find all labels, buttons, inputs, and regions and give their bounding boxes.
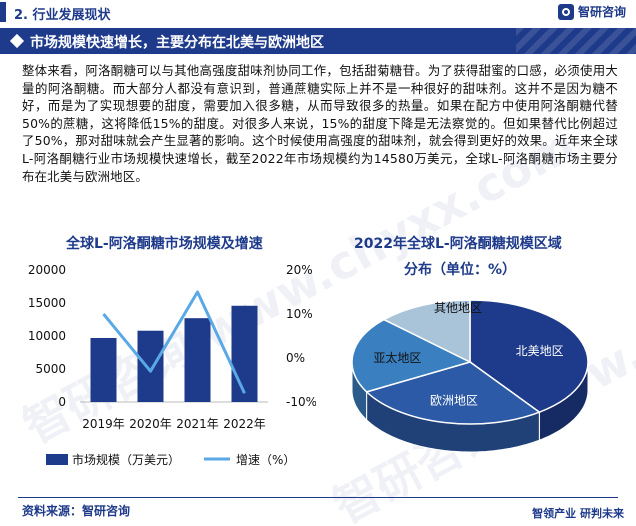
logo-icon [557, 3, 574, 20]
x-tick-label: 2022年 [223, 417, 266, 431]
legend-bar-label: 市场规模（万美元） [72, 452, 180, 467]
legend-bar-swatch [46, 454, 68, 465]
y-left-tick-label: 15000 [28, 296, 66, 310]
pie-slice [469, 299, 589, 414]
bar [90, 337, 117, 402]
pie-chart-title: 2022年全球L-阿洛酮糖规模区域 [354, 236, 562, 252]
y-right-tick-label: 20% [286, 263, 313, 277]
x-tick-label: 2020年 [129, 417, 172, 431]
banner-decoration [516, 28, 636, 54]
bar [231, 305, 258, 402]
pie-label: 欧洲地区 [430, 394, 478, 408]
pie-slice [351, 318, 473, 393]
x-tick-label: 2021年 [176, 417, 219, 431]
pie-slice [365, 361, 541, 425]
logo-text: 智研咨询 [577, 5, 626, 19]
legend-line-label: 增速（%） [236, 453, 295, 467]
x-tick-label: 2019年 [82, 417, 125, 431]
section-title: 2. 行业发展现状 [14, 8, 111, 23]
footer-slogan: 智领产业 研判未来 [532, 507, 624, 520]
y-left-tick-label: 5000 [35, 362, 66, 376]
pie-label: 北美地区 [516, 344, 564, 358]
bar [184, 318, 211, 402]
banner-title: 市场规模快速增长，主要分布在北美与欧洲地区 [30, 35, 324, 51]
footer-divider [18, 497, 618, 498]
bar [137, 330, 164, 402]
top-bar: 2. 行业发展现状 智研咨询 [0, 0, 636, 24]
body-paragraph: 整体来看，阿洛酮糖可以与其他高强度甜味剂协同工作，包括甜菊糖苷。为了获得甜蜜的口… [22, 63, 618, 184]
y-left-tick-label: 20000 [28, 263, 66, 277]
bar-line-chart: 0 5000 10000 15000 20000 -10% 0% 10% 20% 2019年 202… [28, 263, 316, 467]
y-left-tick-label: 0 [58, 395, 66, 409]
pie-label: 其他地区 [434, 301, 482, 315]
diamond-icon [9, 33, 25, 49]
y-right-tick-label: -10% [286, 395, 316, 409]
growth-line [102, 290, 246, 394]
pie-slice [382, 299, 471, 364]
bar-chart-title: 全球L-阿洛酮糖市场规模及增速 [66, 236, 263, 252]
pie-chart-subtitle: 分布（单位：%） [404, 262, 517, 278]
brand-logo: 智研咨询 [557, 3, 626, 20]
section-accent [0, 2, 6, 22]
pie-label: 亚太地区 [373, 350, 421, 365]
y-right-tick-label: 10% [286, 307, 313, 321]
y-right-tick-label: 0% [286, 351, 305, 365]
title-banner: 市场规模快速增长，主要分布在北美与欧洲地区 [0, 28, 636, 54]
source-note: 资料来源：智研咨询 [22, 504, 131, 518]
y-left-tick-label: 10000 [28, 329, 66, 343]
